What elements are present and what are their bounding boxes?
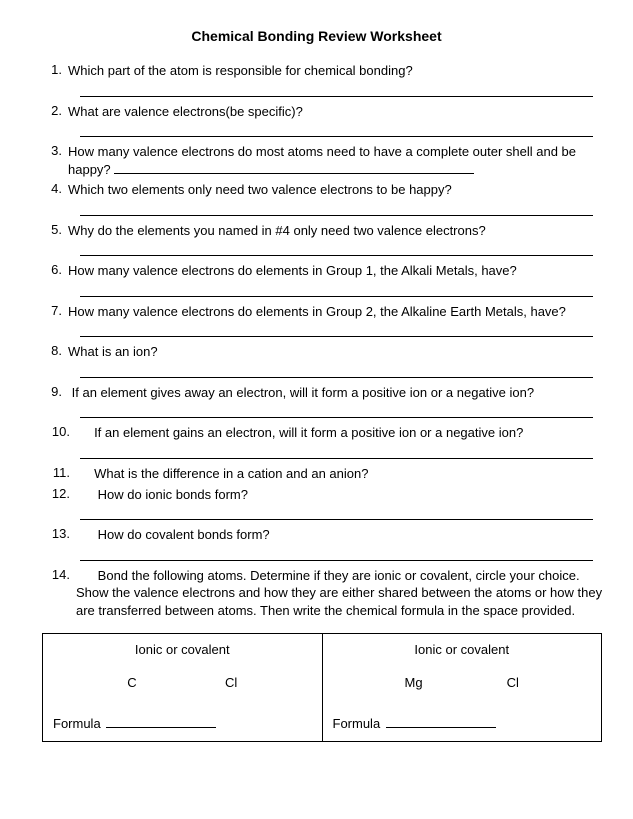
question-text: What is the difference in a cation and a…	[76, 465, 603, 483]
cell-header: Ionic or covalent	[333, 642, 592, 657]
question-6: 6. How many valence electrons do element…	[42, 262, 603, 280]
q13-text: How do covalent bonds form?	[98, 527, 270, 542]
question-12: 12. How do ionic bonds form?	[42, 486, 603, 504]
answer-blank[interactable]	[80, 404, 593, 418]
answer-blank[interactable]	[80, 364, 593, 378]
question-number: 3.	[42, 143, 68, 158]
question-13: 13. How do covalent bonds form?	[42, 526, 603, 544]
elements-row: C Cl	[53, 675, 312, 690]
question-number: 7.	[42, 303, 68, 318]
question-7: 7. How many valence electrons do element…	[42, 303, 603, 321]
formula-blank[interactable]	[386, 717, 496, 728]
question-9: 9. If an element gives away an electron,…	[42, 384, 603, 402]
answer-blank[interactable]	[80, 83, 593, 97]
q14-text: Bond the following atoms. Determine if t…	[76, 568, 602, 618]
question-number: 9.	[42, 384, 68, 399]
question-3: 3. How many valence electrons do most at…	[42, 143, 603, 178]
answer-blank-inline[interactable]	[114, 162, 474, 174]
answer-blank[interactable]	[80, 506, 593, 520]
question-text: Which part of the atom is responsible fo…	[68, 62, 603, 80]
answer-blank[interactable]	[80, 283, 593, 297]
question-text: What are valence electrons(be specific)?	[68, 103, 603, 121]
cell-header: Ionic or covalent	[53, 642, 312, 657]
formula-row: Formula	[333, 716, 592, 731]
answer-blank[interactable]	[80, 323, 593, 337]
q9-text: If an element gives away an electron, wi…	[72, 385, 534, 400]
element-1: Mg	[405, 675, 423, 690]
elements-row: Mg Cl	[333, 675, 592, 690]
q12-text: How do ionic bonds form?	[98, 487, 248, 502]
worksheet-title: Chemical Bonding Review Worksheet	[30, 28, 603, 44]
question-text: If an element gives away an electron, wi…	[68, 384, 603, 402]
element-1: C	[127, 675, 136, 690]
question-number: 13.	[42, 526, 76, 541]
answer-blank[interactable]	[80, 547, 593, 561]
question-number: 10.	[42, 424, 76, 439]
question-text: Why do the elements you named in #4 only…	[68, 222, 603, 240]
question-text: Which two elements only need two valence…	[68, 181, 603, 199]
question-1: 1. Which part of the atom is responsible…	[42, 62, 603, 80]
q11-text: What is the difference in a cation and a…	[94, 466, 368, 481]
question-10: 10. If an element gains an electron, wil…	[42, 424, 603, 442]
answer-blank[interactable]	[80, 242, 593, 256]
question-number: 6.	[42, 262, 68, 277]
question-5: 5. Why do the elements you named in #4 o…	[42, 222, 603, 240]
question-text: What is an ion?	[68, 343, 603, 361]
question-list: 1. Which part of the atom is responsible…	[30, 62, 603, 619]
bonding-table-wrap: Ionic or covalent C Cl Formula Ionic or …	[42, 633, 603, 742]
question-text: How many valence electrons do elements i…	[68, 262, 603, 280]
question-text: How do ionic bonds form?	[76, 486, 603, 504]
q10-text: If an element gains an electron, will it…	[94, 425, 523, 440]
formula-blank[interactable]	[106, 717, 216, 728]
answer-blank[interactable]	[80, 202, 593, 216]
formula-label: Formula	[333, 716, 381, 731]
question-number: 8.	[42, 343, 68, 358]
bonding-table: Ionic or covalent C Cl Formula Ionic or …	[42, 633, 602, 742]
question-8: 8. What is an ion?	[42, 343, 603, 361]
question-number: 1.	[42, 62, 68, 77]
formula-label: Formula	[53, 716, 101, 731]
question-number: 2.	[42, 103, 68, 118]
answer-blank[interactable]	[80, 123, 593, 137]
question-number: 5.	[42, 222, 68, 237]
question-14: 14. Bond the following atoms. Determine …	[42, 567, 603, 620]
answer-blank[interactable]	[80, 445, 593, 459]
bond-cell-left: Ionic or covalent C Cl Formula	[43, 634, 323, 742]
question-text: If an element gains an electron, will it…	[76, 424, 603, 442]
question-number: 12.	[42, 486, 76, 501]
question-number: 14.	[42, 567, 76, 582]
question-text: How many valence electrons do elements i…	[68, 303, 603, 321]
worksheet-page: Chemical Bonding Review Worksheet 1. Whi…	[0, 0, 633, 819]
question-number: 4.	[42, 181, 68, 196]
question-text: Bond the following atoms. Determine if t…	[76, 567, 603, 620]
question-4: 4. Which two elements only need two vale…	[42, 181, 603, 199]
bond-cell-right: Ionic or covalent Mg Cl Formula	[322, 634, 602, 742]
question-text: How many valence electrons do most atoms…	[68, 143, 603, 178]
formula-row: Formula	[53, 716, 312, 731]
question-number: 11.	[42, 465, 76, 480]
question-text: How do covalent bonds form?	[76, 526, 603, 544]
element-2: Cl	[225, 675, 237, 690]
element-2: Cl	[507, 675, 519, 690]
question-11: 11. What is the difference in a cation a…	[42, 465, 603, 483]
question-2: 2. What are valence electrons(be specifi…	[42, 103, 603, 121]
